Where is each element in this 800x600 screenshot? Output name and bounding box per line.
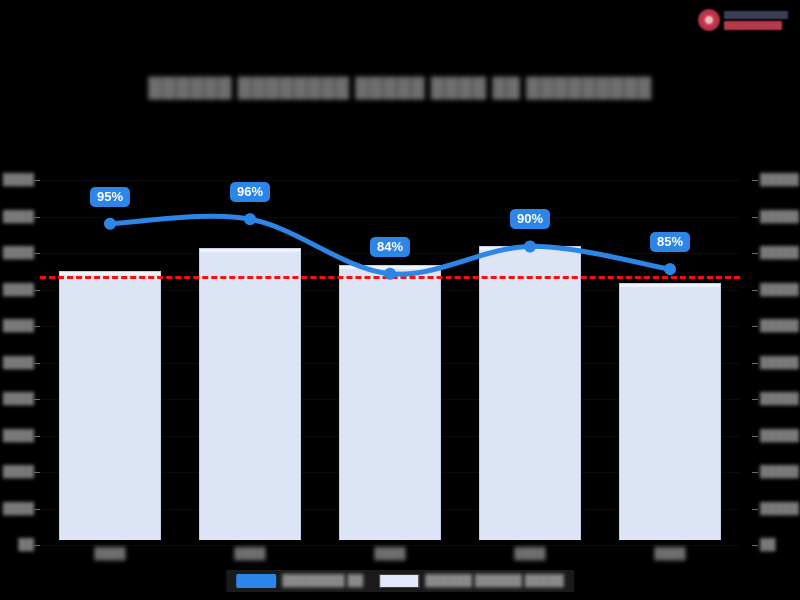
data-label: 85% [649, 232, 691, 253]
data-label: 95% [89, 186, 131, 207]
y-axis-left-tick-label: ████ [2, 247, 34, 259]
y-axis-left-tick [34, 399, 40, 400]
y-axis-right-tick [752, 216, 758, 218]
y-axis-right-tick-label: ██ [760, 539, 776, 551]
y-axis-left-tick-label: ████ [2, 320, 34, 332]
y-axis-right-tick-label: █████ [760, 174, 799, 186]
legend-item[interactable]: ████████ ██ [236, 574, 363, 588]
data-label: 84% [369, 236, 411, 257]
gridline [40, 180, 740, 181]
watermark-logo [698, 4, 794, 36]
x-axis-category-label: ████ [514, 548, 546, 560]
y-axis-left-tick-label: ████ [2, 393, 34, 405]
y-axis-left-tick-label: ██ [18, 539, 34, 551]
line-marker[interactable] [244, 213, 256, 226]
bar[interactable] [619, 282, 721, 540]
y-axis-left-tick [34, 362, 40, 364]
legend-label: ██████ ██████ █████ [425, 575, 564, 587]
y-axis-right-tick-label: █████ [760, 429, 799, 442]
x-axis-category-label: ████ [234, 548, 266, 560]
data-label: 96% [229, 182, 271, 203]
line-marker[interactable] [664, 263, 676, 276]
y-axis-right-tick [752, 289, 758, 291]
chart-legend: ████████ ██ ██████ ██████ █████ [226, 570, 574, 592]
y-axis-right-tick-label: █████ [760, 247, 799, 259]
x-axis-category-label: ████ [654, 548, 686, 560]
y-axis-right-tick [752, 180, 758, 181]
y-axis-right-tick-label: █████ [760, 210, 799, 223]
y-axis-left-tick [34, 326, 40, 327]
y-axis-left-tick-label: ████ [2, 356, 34, 369]
y-axis-right: █████ █████ █████ █████ █████ █████ █████ █████… [752, 174, 799, 551]
x-axis-category-label: ████ [94, 548, 126, 560]
y-axis-right-tick [752, 399, 758, 400]
y-axis-left: ████ ████ ████ ████ ████ ████ ████ ████ ████ ████… [0, 174, 40, 551]
gridline [40, 216, 740, 218]
legend-label: ████████ ██ [282, 575, 364, 587]
x-axis-category-label: ████ [374, 548, 406, 560]
legend-item[interactable]: ██████ ██████ █████ [379, 574, 564, 588]
y-axis-left-tick [34, 253, 40, 254]
y-axis-left-tick-label: ████ [2, 210, 34, 223]
y-axis-left-tick [34, 545, 40, 546]
bar[interactable] [59, 270, 161, 540]
y-axis-right-tick-label: █████ [760, 466, 799, 478]
y-axis-left-tick [34, 472, 40, 473]
logo-wordmark [724, 10, 788, 30]
y-axis-left-tick-label: ████ [2, 283, 34, 296]
y-axis-left-tick [34, 508, 40, 510]
y-axis-left-tick [34, 435, 40, 437]
y-axis-left-tick [34, 289, 40, 291]
y-axis-left-tick-label: ████ [2, 174, 34, 186]
data-label: 90% [509, 209, 551, 230]
line-marker[interactable] [104, 217, 116, 230]
logo-text-line-2 [724, 20, 782, 30]
y-axis-right-tick-label: █████ [760, 393, 799, 405]
legend-bar-swatch [379, 574, 420, 588]
legend-line-swatch [236, 574, 277, 588]
y-axis-right-tick [752, 508, 758, 510]
y-axis-right-tick [752, 326, 758, 327]
y-axis-right-tick-label: █████ [760, 356, 799, 369]
logo-text-line-1 [724, 10, 788, 19]
gridline [40, 545, 740, 546]
bar[interactable] [199, 248, 301, 540]
y-axis-left-tick [34, 216, 40, 218]
y-axis-left-tick [34, 180, 40, 181]
y-axis-right-tick-label: █████ [760, 320, 799, 332]
y-axis-left-tick-label: ████ [2, 502, 34, 515]
reference-line [40, 275, 740, 279]
y-axis-left-tick-label: ████ [2, 466, 34, 478]
bar[interactable] [479, 246, 581, 540]
plot-area: 95% 96% 84% 90% 85% [40, 175, 740, 546]
y-axis-left-tick-label: ████ [2, 429, 34, 442]
y-axis-right-tick [752, 435, 758, 437]
y-axis-right-tick [752, 362, 758, 364]
y-axis-right-tick [752, 472, 758, 473]
logo-mark-icon [698, 9, 720, 31]
bar[interactable] [339, 265, 441, 540]
y-axis-right-tick-label: █████ [760, 502, 799, 515]
y-axis-right-tick-label: █████ [760, 283, 799, 296]
chart-title: ██████ ████████ █████ ████ ██ █████████ [148, 78, 652, 99]
y-axis-right-tick [752, 545, 758, 546]
y-axis-right-tick [752, 253, 758, 254]
